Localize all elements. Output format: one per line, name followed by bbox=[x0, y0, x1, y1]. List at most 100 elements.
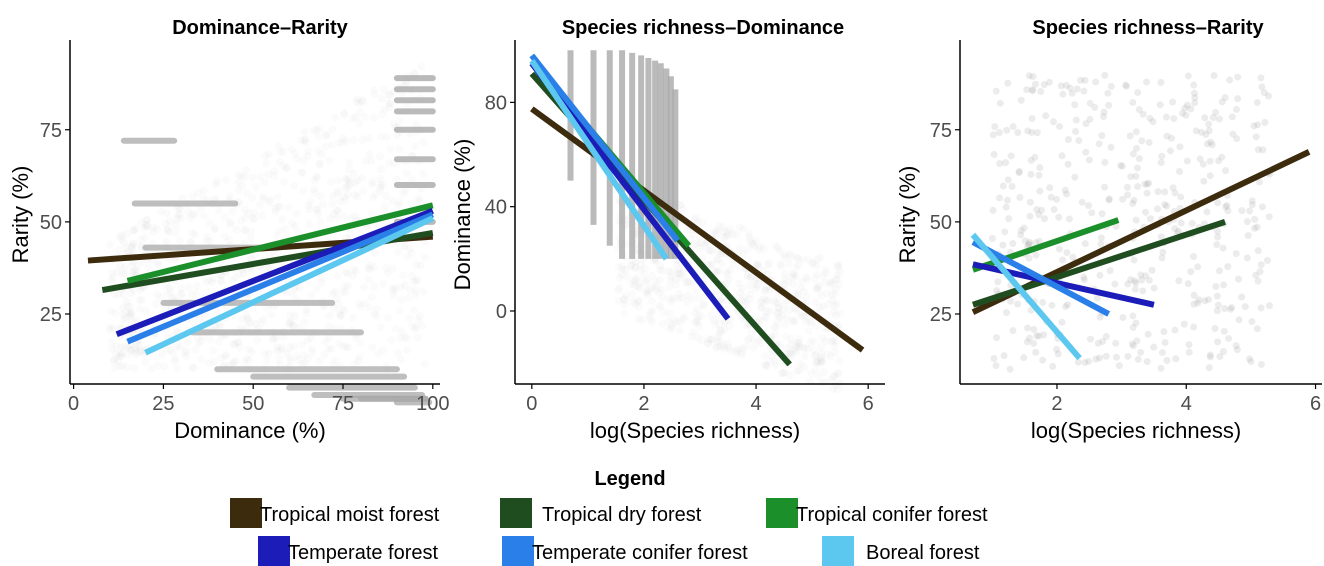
data-point bbox=[738, 344, 747, 353]
trend-line bbox=[971, 239, 1111, 317]
data-point bbox=[829, 308, 838, 317]
data-point bbox=[356, 302, 365, 311]
data-point bbox=[714, 221, 723, 230]
data-point bbox=[1161, 201, 1169, 209]
data-point bbox=[1160, 328, 1168, 336]
data-point bbox=[119, 290, 128, 299]
data-point bbox=[343, 269, 352, 278]
data-point bbox=[1085, 357, 1093, 365]
trend-line bbox=[529, 58, 669, 261]
data-point bbox=[121, 263, 130, 272]
data-point bbox=[999, 241, 1007, 249]
data-point bbox=[205, 335, 214, 344]
data-point bbox=[1132, 216, 1140, 224]
data-point bbox=[129, 267, 138, 276]
data-point bbox=[356, 339, 365, 348]
data-point bbox=[780, 251, 789, 260]
data-point bbox=[1112, 339, 1120, 347]
data-point bbox=[749, 336, 758, 345]
data-point bbox=[310, 176, 319, 185]
data-point bbox=[297, 168, 306, 177]
data-point bbox=[728, 230, 737, 239]
data-point bbox=[1225, 334, 1233, 342]
data-point bbox=[242, 165, 251, 174]
data-point bbox=[712, 266, 721, 275]
data-point bbox=[750, 242, 759, 251]
data-point bbox=[996, 99, 1004, 107]
data-point bbox=[723, 231, 732, 240]
data-point bbox=[716, 337, 725, 346]
data-point bbox=[149, 223, 158, 232]
data-point bbox=[675, 289, 684, 298]
data-point bbox=[352, 97, 361, 106]
data-point bbox=[1133, 164, 1141, 172]
data-point bbox=[717, 325, 726, 334]
data-point bbox=[250, 209, 259, 218]
data-point bbox=[1039, 298, 1047, 306]
data-point bbox=[1245, 355, 1253, 363]
data-point bbox=[385, 99, 394, 108]
data-point bbox=[664, 316, 673, 325]
data-point bbox=[1115, 362, 1123, 370]
data-point bbox=[110, 290, 119, 299]
data-point bbox=[1099, 113, 1107, 121]
data-point bbox=[295, 283, 304, 292]
data-point bbox=[1234, 95, 1242, 103]
data-point bbox=[360, 299, 369, 308]
data-point bbox=[1261, 119, 1269, 127]
y-axis-label: Rarity (%) bbox=[895, 166, 920, 264]
data-point bbox=[221, 213, 230, 222]
data-point bbox=[695, 294, 704, 303]
data-point bbox=[780, 274, 789, 283]
data-point bbox=[189, 363, 198, 372]
data-point bbox=[1134, 88, 1142, 96]
data-point bbox=[1205, 364, 1213, 372]
data-point bbox=[1033, 332, 1041, 340]
data-point bbox=[288, 321, 297, 330]
data-point bbox=[1168, 134, 1176, 142]
data-point bbox=[1194, 299, 1202, 307]
data-point bbox=[830, 289, 839, 298]
data-point bbox=[140, 233, 149, 242]
data-point bbox=[817, 343, 826, 352]
data-point bbox=[683, 277, 692, 286]
data-point bbox=[135, 295, 144, 304]
data-point bbox=[118, 269, 127, 278]
data-point bbox=[341, 282, 350, 291]
data-point bbox=[1025, 241, 1033, 249]
data-point bbox=[758, 303, 767, 312]
data-point bbox=[1015, 169, 1023, 177]
data-point bbox=[294, 228, 303, 237]
data-point bbox=[251, 319, 260, 328]
data-point bbox=[143, 215, 152, 224]
data-point bbox=[831, 311, 840, 320]
data-point bbox=[621, 291, 630, 300]
data-point bbox=[648, 283, 657, 292]
data-point bbox=[1035, 332, 1043, 340]
data-point bbox=[215, 322, 224, 331]
data-point bbox=[196, 204, 205, 213]
data-point bbox=[1205, 296, 1213, 304]
data-point bbox=[773, 308, 782, 317]
data-point bbox=[1053, 195, 1061, 203]
data-point bbox=[774, 298, 783, 307]
data-point bbox=[1098, 210, 1106, 218]
data-point bbox=[680, 313, 689, 322]
data-point bbox=[1218, 153, 1226, 161]
data-point bbox=[1223, 202, 1231, 210]
data-point bbox=[631, 263, 640, 272]
data-point bbox=[325, 214, 334, 223]
data-point bbox=[312, 173, 321, 182]
data-point bbox=[781, 320, 790, 329]
data-point bbox=[834, 369, 843, 378]
data-point bbox=[1049, 362, 1057, 370]
y-tick-label: 50 bbox=[40, 212, 62, 234]
x-tick-label: 6 bbox=[863, 393, 874, 415]
data-point bbox=[745, 237, 754, 246]
data-point bbox=[776, 247, 785, 256]
legend-swatch bbox=[766, 498, 798, 528]
data-point bbox=[187, 290, 196, 299]
data-point bbox=[234, 178, 243, 187]
data-point bbox=[799, 343, 808, 352]
data-point bbox=[321, 142, 330, 151]
